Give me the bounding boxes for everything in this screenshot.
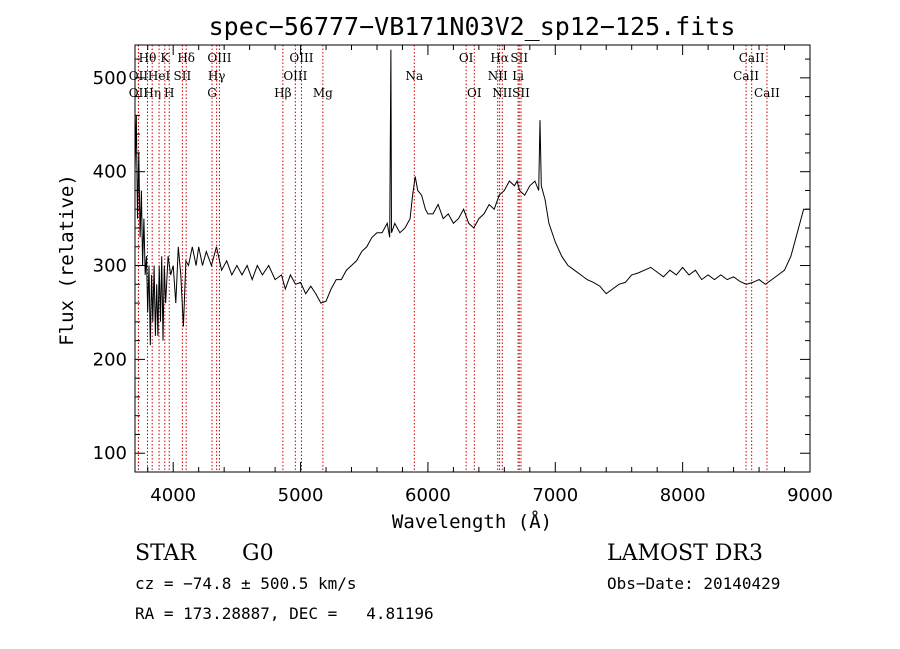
plot-frame [134, 44, 811, 473]
line-label: Hδ [177, 51, 195, 65]
y-tick-label: 500 [93, 68, 127, 89]
ra-dec-coordinates: RA = 173.28887, DEC = 4.81196 [135, 604, 434, 623]
line-label: SII [512, 86, 530, 100]
redshift-velocity: cz = −74.8 ± 500.5 km/s [135, 574, 357, 593]
line-label: H [164, 86, 174, 100]
line-label: CaII [754, 86, 780, 100]
observation-date: Obs−Date: 20140429 [607, 574, 780, 593]
line-label: HeI [148, 69, 171, 83]
line-label: NII [492, 86, 512, 100]
y-axis-ticks: 100 200 300 400 500 [93, 58, 810, 464]
line-label: OII [129, 86, 149, 100]
line-label: SII [510, 51, 528, 65]
line-label: OIII [283, 69, 307, 83]
y-axis-label: Flux (relative) [56, 174, 78, 346]
line-label: Hγ [208, 69, 226, 83]
line-label: Mg [313, 86, 333, 100]
y-tick-label: 400 [93, 162, 127, 183]
chart-title: spec−56777−VB171N03V2_sp12−125.fits [209, 12, 736, 41]
x-tick-label: 7000 [532, 485, 578, 506]
line-label: Hβ [274, 86, 291, 100]
y-tick-label: 200 [93, 349, 127, 370]
line-label: OI [459, 51, 474, 65]
y-tick-label: 100 [93, 443, 127, 464]
line-label: Na [405, 69, 423, 83]
x-axis-label: Wavelength (Å) [392, 510, 552, 533]
line-label: Hη [143, 86, 161, 100]
line-label: Li [512, 69, 524, 83]
line-label: CaII [739, 51, 765, 65]
line-label: Hα [490, 51, 509, 65]
object-class: STAR [135, 541, 197, 566]
object-subclass: G0 [242, 541, 274, 566]
line-label: SII [174, 69, 192, 83]
spectrum-series [134, 49, 810, 346]
line-label: K [160, 51, 170, 65]
x-tick-label: 4000 [150, 485, 196, 506]
line-label: G [207, 86, 217, 100]
survey-name: LAMOST DR3 [607, 541, 763, 566]
y-tick-label: 300 [93, 256, 127, 277]
x-tick-label: 8000 [660, 485, 706, 506]
x-axis-ticks: 4000 5000 6000 7000 8000 9000 [147, 45, 833, 506]
spectrum-line [134, 49, 810, 346]
line-label: OIII [289, 51, 313, 65]
x-tick-label: 6000 [405, 485, 451, 506]
line-label: OIII [207, 51, 231, 65]
x-tick-label: 5000 [278, 485, 324, 506]
line-label: OII [129, 69, 149, 83]
x-tick-label: 9000 [787, 485, 833, 506]
line-label: NII [488, 69, 508, 83]
line-label: OI [467, 86, 482, 100]
line-label: Hθ [139, 51, 157, 65]
line-label: CaII [733, 69, 759, 83]
